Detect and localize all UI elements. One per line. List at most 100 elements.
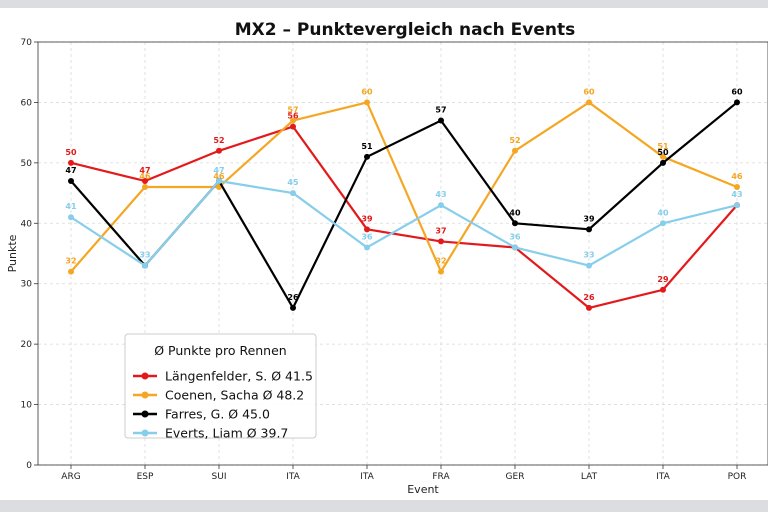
data-label: 57 xyxy=(435,106,446,115)
data-point xyxy=(290,304,296,311)
data-label: 60 xyxy=(361,87,373,96)
data-point xyxy=(216,147,222,154)
data-point xyxy=(68,177,74,184)
data-label: 32 xyxy=(435,257,446,266)
data-point xyxy=(364,99,370,106)
line-chart: 0 10 20 30 40 50 60 70 ARG ESP SUI ITA ITA FRA GER LAT I… xyxy=(6,38,768,496)
data-point xyxy=(142,184,148,191)
legend-swatch-marker xyxy=(141,410,149,418)
data-label: 47 xyxy=(213,166,224,175)
data-label: 33 xyxy=(583,251,594,260)
data-label: 43 xyxy=(731,190,742,199)
x-tick-label: POR xyxy=(728,472,747,482)
series-line-1 xyxy=(70,101,738,273)
y-tick-label: 60 xyxy=(21,98,33,108)
data-point xyxy=(142,262,148,269)
data-label: 36 xyxy=(361,232,373,241)
legend-swatch-marker xyxy=(141,429,149,437)
data-label: 52 xyxy=(509,136,520,145)
y-tick-label: 70 xyxy=(21,38,33,48)
legend-entry: Coenen, Sacha Ø 48.2 xyxy=(165,388,304,403)
data-label: 47 xyxy=(139,166,150,175)
data-label: 26 xyxy=(287,293,299,302)
data-point xyxy=(364,244,370,251)
data-label: 40 xyxy=(657,208,669,217)
x-tick-label: FRA xyxy=(432,472,450,482)
y-tick-label: 20 xyxy=(21,340,33,350)
data-point xyxy=(68,268,74,275)
data-label: 39 xyxy=(583,214,595,223)
data-point xyxy=(660,220,666,227)
series-line-2 xyxy=(70,101,738,309)
data-point xyxy=(438,238,444,245)
x-tick-label: GER xyxy=(506,472,525,482)
data-label: 43 xyxy=(435,190,446,199)
data-point xyxy=(512,220,518,227)
data-point xyxy=(364,153,370,160)
series-line-0 xyxy=(70,125,738,309)
data-point xyxy=(142,177,148,184)
data-point xyxy=(660,159,666,166)
data-label: 52 xyxy=(213,136,224,145)
data-point xyxy=(734,184,740,191)
data-label: 26 xyxy=(583,293,595,302)
data-point xyxy=(68,159,74,166)
data-point xyxy=(290,117,296,124)
x-tick-label: LAT xyxy=(581,472,598,482)
legend-entry: Farres, G. Ø 45.0 xyxy=(165,407,270,422)
legend-entry: Längenfelder, S. Ø 41.5 xyxy=(165,369,313,384)
data-label: 46 xyxy=(139,172,151,181)
data-point xyxy=(660,286,666,293)
y-tick-label: 0 xyxy=(26,461,32,471)
data-label: 45 xyxy=(287,178,299,187)
data-label: 60 xyxy=(583,87,595,96)
data-point xyxy=(290,190,296,197)
data-point xyxy=(586,226,592,233)
legend-swatch-marker xyxy=(141,391,149,399)
data-point xyxy=(586,262,592,269)
data-label: 33 xyxy=(139,251,150,260)
x-axis-label: Event xyxy=(407,483,439,496)
data-label: 47 xyxy=(65,166,76,175)
legend-title: Ø Punkte pro Rennen xyxy=(154,343,286,358)
data-point xyxy=(734,202,740,209)
data-label: 51 xyxy=(361,142,373,151)
data-label: 46 xyxy=(213,172,225,181)
x-tick-label: ESP xyxy=(137,472,154,482)
data-point xyxy=(68,214,74,221)
data-point xyxy=(438,117,444,124)
chart-title: MX2 – Punktevergleich nach Events xyxy=(234,20,576,40)
data-label: 56 xyxy=(287,112,299,121)
data-label: 29 xyxy=(657,275,669,284)
x-tick-label: SUI xyxy=(212,472,227,482)
x-tick-label: ITA xyxy=(286,472,300,482)
data-label: 36 xyxy=(509,232,521,241)
data-label: 51 xyxy=(657,142,669,151)
data-point xyxy=(438,202,444,209)
data-point xyxy=(734,99,740,106)
data-point xyxy=(216,177,222,184)
data-label: 37 xyxy=(435,226,446,235)
y-tick-label: 50 xyxy=(21,159,33,169)
y-axis-label: Punkte xyxy=(6,234,19,272)
x-tick-label: ITA xyxy=(656,472,670,482)
data-label: 60 xyxy=(731,87,743,96)
data-point xyxy=(364,226,370,233)
legend-box xyxy=(124,333,317,439)
plot-frame xyxy=(37,41,768,466)
data-label: 46 xyxy=(731,172,743,181)
data-label: 50 xyxy=(65,148,77,157)
legend-entry: Everts, Liam Ø 39.7 xyxy=(165,426,288,441)
chart-figure: MX2 – Punktevergleich nach Events 0 10 20 3… xyxy=(0,8,768,500)
data-label: 39 xyxy=(361,214,373,223)
x-tick-label: ITA xyxy=(360,472,374,482)
data-point xyxy=(660,153,666,160)
data-label: 57 xyxy=(287,106,298,115)
data-point xyxy=(512,244,518,251)
legend-swatch-marker xyxy=(141,372,149,380)
data-label: 40 xyxy=(509,208,521,217)
data-point xyxy=(586,304,592,311)
data-point xyxy=(290,123,296,130)
data-point xyxy=(438,268,444,275)
data-label: 41 xyxy=(65,202,77,211)
